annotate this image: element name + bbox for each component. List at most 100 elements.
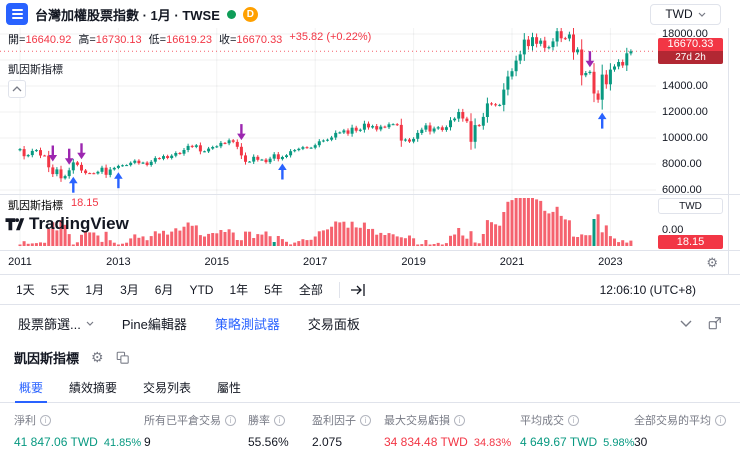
interval-label: 3月 xyxy=(120,283,139,297)
delayed-data-badge[interactable]: D xyxy=(242,6,258,22)
report-tab-label: 概要 xyxy=(19,381,44,395)
report-tab-label: 屬性 xyxy=(217,381,242,395)
report-tab[interactable]: 交易列表 xyxy=(130,373,204,402)
candlestick-chart-canvas[interactable]: 2011 2013 2015 2017 2019 2021 2023 xyxy=(0,28,656,274)
svg-text:2023: 2023 xyxy=(598,256,622,268)
indicator-value-badge: 18.15 xyxy=(658,235,723,249)
panel-tab-label: 股票篩選... xyxy=(18,316,81,332)
interval-label: 6月 xyxy=(154,283,174,297)
expand-panel-button[interactable] xyxy=(708,316,722,330)
price-tick: 14000.00 xyxy=(662,80,708,92)
interval-button[interactable]: 1月 xyxy=(77,277,112,302)
stat-sub-value: 41.85% xyxy=(103,437,142,449)
hamburger-icon xyxy=(11,9,23,11)
stat-main-value: 34 834.48 TWD xyxy=(384,435,468,449)
svg-text:2019: 2019 xyxy=(401,256,425,268)
stat-label: 淨利 xyxy=(14,412,144,428)
high-readout: 高=16730.13 xyxy=(78,34,142,46)
report-tab[interactable]: 績效摘要 xyxy=(56,373,130,402)
chart-area: 2011 2013 2015 2017 2019 2021 2023 開=16640.92 … xyxy=(0,28,740,274)
stat-value: 9 xyxy=(144,435,248,449)
tradingview-watermark: TradingView xyxy=(4,213,129,234)
price-tick: 8000.00 xyxy=(662,158,702,170)
stat-label-text: 盈利因子 xyxy=(312,415,356,427)
info-icon xyxy=(225,414,236,426)
report-tab[interactable]: 概要 xyxy=(6,373,56,403)
indicator-current-value: 18.15 xyxy=(71,197,99,209)
symbol-button[interactable]: 台灣加權股票指數 · 1月 · TWSE xyxy=(35,5,220,24)
legend-collapse-button[interactable] xyxy=(8,80,26,98)
close-readout: 收=16670.33 xyxy=(218,34,283,46)
stat-item: 全部交易的平均 30 xyxy=(634,412,726,449)
indicator-legend[interactable]: 凱因斯指標 18.15 xyxy=(8,197,99,213)
performance-stats: 淨利 41 847.06 TWD 41.85% 所有已平倉交易 9 xyxy=(0,403,740,449)
strategy-legend-label[interactable]: 凱因斯指標 xyxy=(8,61,63,77)
svg-text:2021: 2021 xyxy=(500,256,524,268)
panel-tab[interactable]: 股票篩選... xyxy=(4,305,108,341)
stat-main-value: 30 xyxy=(634,435,648,449)
panel-tab[interactable]: Pine編輯器 xyxy=(108,305,201,341)
indicator-currency-button[interactable]: TWD xyxy=(658,198,723,214)
clock[interactable]: 12:06:10 (UTC+8) xyxy=(599,282,696,297)
stat-label: 盈利因子 xyxy=(312,412,384,428)
gear-icon: ⚙ xyxy=(91,348,104,365)
panel-tab-bar: 股票篩選... Pine編輯器 策略測試器 交易面板 xyxy=(0,305,740,341)
stat-label: 所有已平倉交易 xyxy=(144,412,248,428)
strategy-export-button[interactable] xyxy=(116,351,129,364)
scale-settings-gear-icon[interactable]: ⚙ xyxy=(706,255,718,270)
stat-label-text: 勝率 xyxy=(248,415,270,427)
stat-main-value: 55.56% xyxy=(248,435,289,449)
interval-label: 5天 xyxy=(50,283,70,297)
interval-button[interactable]: 5天 xyxy=(43,277,78,302)
price-scale[interactable]: 6000.00 8000.00 10000.00 12000.00 14000.00 16… xyxy=(656,28,728,274)
go-to-date-button[interactable] xyxy=(348,281,369,299)
interval-button[interactable]: 6月 xyxy=(147,277,182,302)
stat-item: 平均成交 4 649.67 TWD 5.98% xyxy=(520,412,634,449)
panel-tab-label: Pine編輯器 xyxy=(121,316,187,332)
stat-label-text: 平均成交 xyxy=(520,415,564,427)
report-tab-label: 交易列表 xyxy=(143,381,192,395)
stat-label-text: 最大交易虧損 xyxy=(384,415,450,427)
interval-button[interactable]: 3月 xyxy=(112,277,147,302)
interval-button[interactable]: 5年 xyxy=(256,277,291,302)
stat-item: 最大交易虧損 34 834.48 TWD 34.83% xyxy=(384,412,520,449)
chevron-down-icon xyxy=(680,320,692,327)
strategy-tester-header: 凱因斯指標 ⚙ xyxy=(0,341,740,373)
interval-button[interactable]: 1天 xyxy=(8,277,43,302)
stat-item: 勝率 55.56% xyxy=(248,412,312,449)
chart-plot[interactable]: 2011 2013 2015 2017 2019 2021 2023 開=16640.92 … xyxy=(0,28,656,274)
stat-label: 最大交易虧損 xyxy=(384,412,520,428)
chevron-down-icon xyxy=(86,321,94,326)
hamburger-icon xyxy=(11,17,23,19)
panel-tab[interactable]: 交易面板 xyxy=(294,305,374,341)
svg-text:2013: 2013 xyxy=(106,256,130,268)
stat-value: 2.075 xyxy=(312,435,384,449)
pane-separator[interactable] xyxy=(0,194,740,195)
stat-label-text: 淨利 xyxy=(14,415,36,427)
chevron-up-icon xyxy=(12,86,22,92)
report-tab[interactable]: 屬性 xyxy=(204,373,254,402)
bottom-panel: 股票篩選... Pine編輯器 策略測試器 交易面板 xyxy=(0,304,740,449)
interval-button[interactable]: 1年 xyxy=(221,277,256,302)
stat-value: 41 847.06 TWD 41.85% xyxy=(14,435,144,449)
stat-main-value: 2.075 xyxy=(312,435,343,449)
interval-button[interactable]: 全部 xyxy=(291,277,331,302)
price-tick: 12000.00 xyxy=(662,106,708,118)
collapse-panel-button[interactable] xyxy=(680,316,692,330)
stat-main-value: 4 649.67 TWD xyxy=(520,435,598,449)
currency-toggle-button[interactable]: TWD xyxy=(650,3,721,25)
interval-button[interactable]: YTD xyxy=(181,279,221,301)
indicator-name: 凱因斯指標 xyxy=(8,200,63,212)
share-icon xyxy=(116,351,129,364)
stat-label-text: 所有已平倉交易 xyxy=(144,415,221,427)
price-tick: 10000.00 xyxy=(662,132,708,144)
interval-label: YTD xyxy=(189,282,214,297)
right-panel-collapsed-strip[interactable] xyxy=(728,28,740,274)
menu-button[interactable] xyxy=(6,3,28,25)
time-axis-separator[interactable] xyxy=(0,250,740,251)
stat-value: 34 834.48 TWD 34.83% xyxy=(384,435,520,449)
expand-window-icon xyxy=(708,317,721,330)
svg-text:2017: 2017 xyxy=(303,256,327,268)
panel-tab[interactable]: 策略測試器 xyxy=(201,305,294,341)
strategy-settings-button[interactable]: ⚙ xyxy=(91,349,104,366)
